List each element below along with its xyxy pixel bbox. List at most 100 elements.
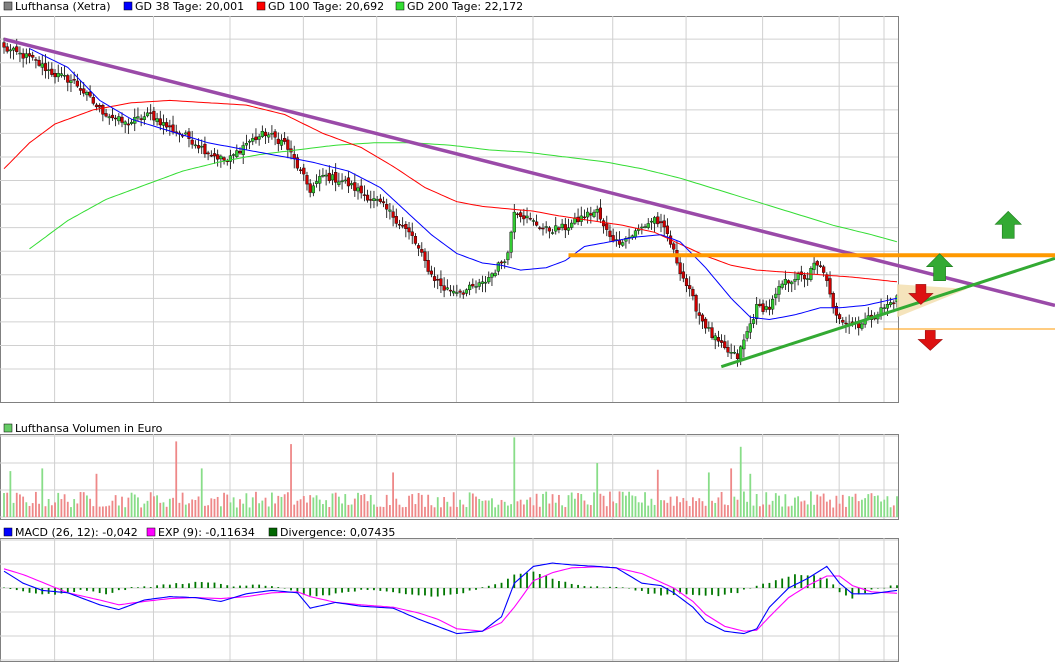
volume-bar [25,502,28,517]
volume-bar [854,493,857,517]
volume-bar [172,497,174,517]
divergence-bar [449,588,452,595]
volume-bar [63,494,66,517]
volume-bar [478,498,481,517]
candle-body [66,75,70,83]
divergence-bar [755,585,758,588]
volume-bar [6,492,9,517]
volume-bar [491,498,493,517]
legend-swatch-macd [3,527,13,537]
candle-body [47,69,51,71]
divergence-bar [832,584,835,588]
volume-bar [631,495,634,517]
candle-body [318,176,322,184]
candle-body [37,59,41,66]
volume-bar [567,495,570,517]
volume-bar [822,493,825,517]
divergence-bar [366,588,369,590]
volume-bar [864,498,867,517]
candle-body [611,235,615,242]
volume-bar [484,500,487,517]
candle-body [101,105,105,115]
divergence-bar [494,584,497,588]
volume-bar [551,494,554,517]
volume-bar [516,501,519,517]
candle-body [24,53,28,58]
divergence-bar [137,587,139,588]
candle-body [136,116,140,119]
volume-bar [465,507,468,517]
volume-bar [401,507,404,517]
divergence-bar [876,588,879,589]
candle-body [40,63,44,68]
volume-bar [149,492,152,517]
divergence-bar [730,588,733,593]
volume-bar [663,500,666,517]
divergence-bar [743,588,745,590]
candle-body [531,220,536,222]
volume-bar [637,502,640,517]
candle-body [238,151,242,154]
candle-body [822,266,826,273]
volume-bar [47,499,50,517]
volume-bar [73,499,76,517]
legend-swatch-gd200 [395,1,405,11]
volume-bar [749,473,752,517]
candle-body [324,174,328,177]
candle-body [117,116,121,122]
volume-bar [720,491,723,517]
volume-bar [535,493,538,517]
price-legend: Lufthansa (Xetra) GD 38 Tage: 20,001 GD … [3,0,523,13]
volume-bar [357,492,359,517]
volume-bar [261,500,264,517]
divergence-bar [602,587,605,588]
volume-bar [880,501,882,517]
volume-bar [229,502,232,517]
candle-body [557,227,561,230]
candle-body [509,231,513,253]
candle-body [365,194,370,201]
volume-bar [373,504,375,517]
candle-body [786,280,791,284]
candle-body [493,272,497,276]
divergence-bar [666,588,669,595]
candle-body [423,251,427,261]
candle-body [155,118,159,122]
candle-body [184,132,188,135]
divergence-bar [551,578,554,588]
volume-bar [312,497,315,517]
divergence-bar [156,585,158,588]
candle-body [550,232,555,234]
volume-bar [251,497,254,517]
candle-body [586,211,590,218]
legend-label-divergence: Divergence: 0,07435 [280,526,395,539]
candle-body [104,113,108,117]
divergence-bar [404,588,407,595]
divergence-bar [392,588,394,593]
volume-bar [727,505,729,517]
candle-body [394,215,398,224]
candle-body [595,209,599,213]
divergence-bar [34,588,37,594]
candle-body [420,249,424,253]
volume-bar [408,495,410,517]
volume-bar [165,506,168,517]
divergence-bar [845,588,847,596]
volume-bar [213,498,216,517]
volume-bar [424,506,426,517]
candle-body [337,181,341,185]
candle-body [375,199,379,201]
candle-body [187,131,191,139]
divergence-bar [896,585,898,588]
volume-bar [755,494,758,517]
divergence-bar [213,582,216,588]
volume-bar [76,503,79,517]
candle-body [837,314,842,320]
divergence-bar [73,588,76,592]
candle-body [802,274,807,280]
candle-body [735,353,740,360]
candle-body [413,236,418,244]
volume-bar [293,504,296,517]
candle-body [129,121,134,124]
candle-body [455,292,459,294]
